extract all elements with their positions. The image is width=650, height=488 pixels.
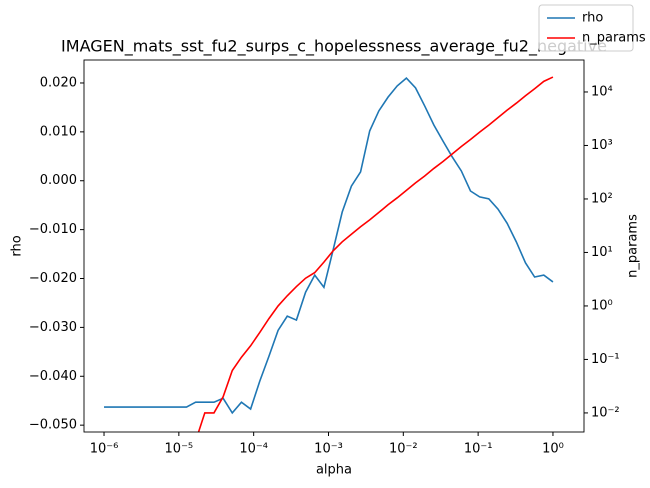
legend-label: n_params (582, 31, 646, 46)
y2-tick-label: 10⁴ (591, 84, 613, 99)
y2-tick-label: 10⁰ (591, 298, 613, 313)
x-tick-label: 10⁻¹ (464, 442, 493, 457)
y-tick-label: −0.020 (29, 271, 77, 286)
x-tick-label: 10⁻⁴ (239, 442, 268, 457)
x-tick-label: 10⁻⁶ (90, 442, 119, 457)
y2-axis-label: n_params (626, 214, 641, 278)
y2-tick-label: 10² (591, 191, 613, 206)
y-tick-label: 0.020 (40, 75, 77, 90)
plot-frame (83, 59, 585, 433)
y-tick-label: 0.000 (40, 173, 77, 188)
legend-label: rho (582, 11, 603, 26)
x-axis-label: alpha (316, 463, 352, 478)
x-tick-label: 10⁻⁵ (165, 442, 194, 457)
y-tick-label: −0.040 (29, 369, 77, 384)
y2-tick-label: 10⁻¹ (591, 352, 620, 367)
y-tick-label: 0.010 (40, 124, 77, 139)
y-tick-label: −0.030 (29, 320, 77, 335)
chart-title: IMAGEN_mats_sst_fu2_surps_c_hopelessness… (61, 37, 607, 57)
plot-area (104, 76, 554, 432)
x-tick-label: 10⁻³ (314, 442, 343, 457)
y2-tick-label: 10⁻² (591, 405, 620, 420)
x-tick-label: 10⁰ (542, 442, 564, 457)
legend-box (538, 4, 634, 52)
series-line (104, 76, 554, 415)
y2-tick-label: 10¹ (591, 245, 613, 260)
y-tick-label: −0.010 (29, 222, 77, 237)
x-tick-label: 10⁻² (389, 442, 418, 457)
y-axis-label: rho (10, 235, 25, 256)
y-tick-label: −0.050 (29, 418, 77, 433)
series-line (197, 76, 554, 432)
y2-tick-label: 10³ (591, 138, 613, 153)
